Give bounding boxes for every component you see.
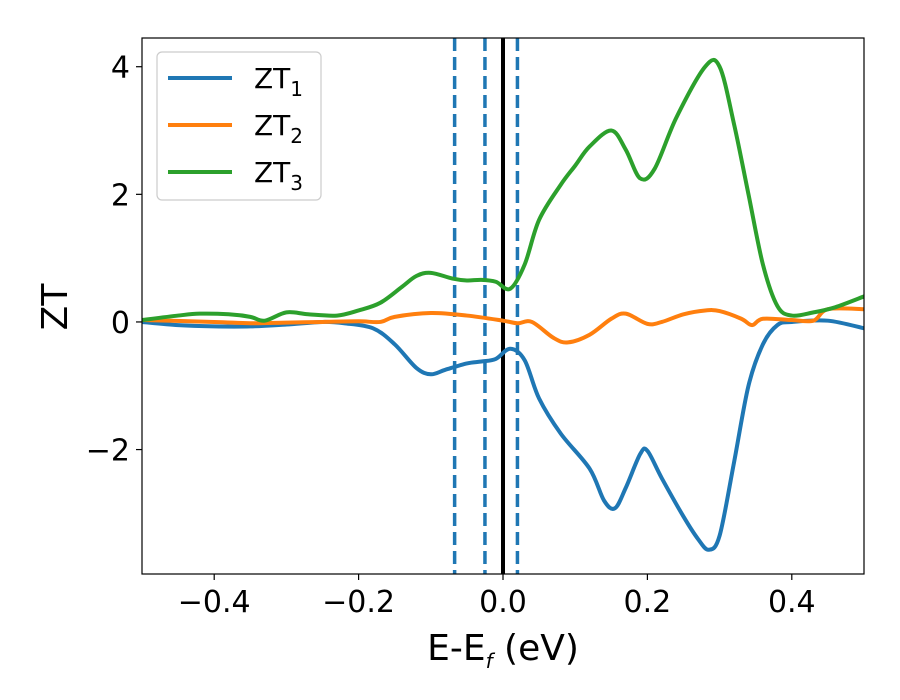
legend-entry-zt1: ZT1: [168, 62, 303, 101]
x-tick-label: −0.2: [322, 585, 395, 620]
legend-label: ZT1: [254, 62, 303, 101]
y-axis-ticks: −2 0 2 4: [86, 51, 142, 469]
x-tick-label: −0.4: [178, 585, 251, 620]
legend-items: ZT1 ZT2 ZT3: [168, 62, 303, 195]
y-tick-label: 2: [111, 178, 130, 213]
y-axis-label: ZT: [35, 283, 76, 331]
y-tick-label: 0: [111, 306, 130, 341]
legend-box: [156, 51, 322, 201]
legend-entry-zt2: ZT2: [168, 109, 303, 148]
legend-entry-zt3: ZT3: [168, 156, 303, 195]
reference-lines: [452, 38, 520, 574]
x-axis-ticks: −0.4 −0.2 0.0 0.2 0.4: [178, 574, 816, 620]
legend-label: ZT2: [254, 109, 303, 148]
legend-label: ZT3: [254, 156, 303, 195]
legend: ZT1 ZT2 ZT3: [156, 51, 322, 201]
y-tick-label: −2: [86, 434, 130, 469]
x-tick-label: 0.0: [479, 585, 527, 620]
series-line-zt3: [142, 57, 864, 323]
x-axis-label: E-Ef (eV): [427, 628, 579, 673]
x-tick-label: 0.2: [624, 585, 672, 620]
x-tick-label: 0.4: [768, 585, 816, 620]
y-tick-label: 4: [111, 51, 130, 86]
series-lines: [142, 57, 864, 552]
series-line-zt2: [142, 306, 864, 345]
